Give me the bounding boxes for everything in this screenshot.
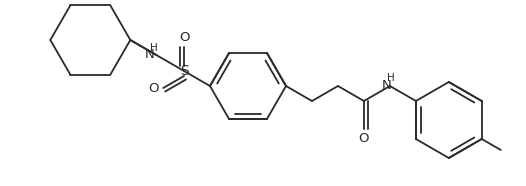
Text: O: O	[359, 132, 369, 145]
Text: H: H	[387, 73, 395, 83]
Text: O: O	[179, 31, 189, 44]
Text: O: O	[148, 81, 158, 94]
Text: N: N	[382, 78, 392, 92]
Text: H: H	[150, 43, 158, 53]
Text: S: S	[180, 64, 188, 78]
Text: N: N	[145, 47, 154, 60]
